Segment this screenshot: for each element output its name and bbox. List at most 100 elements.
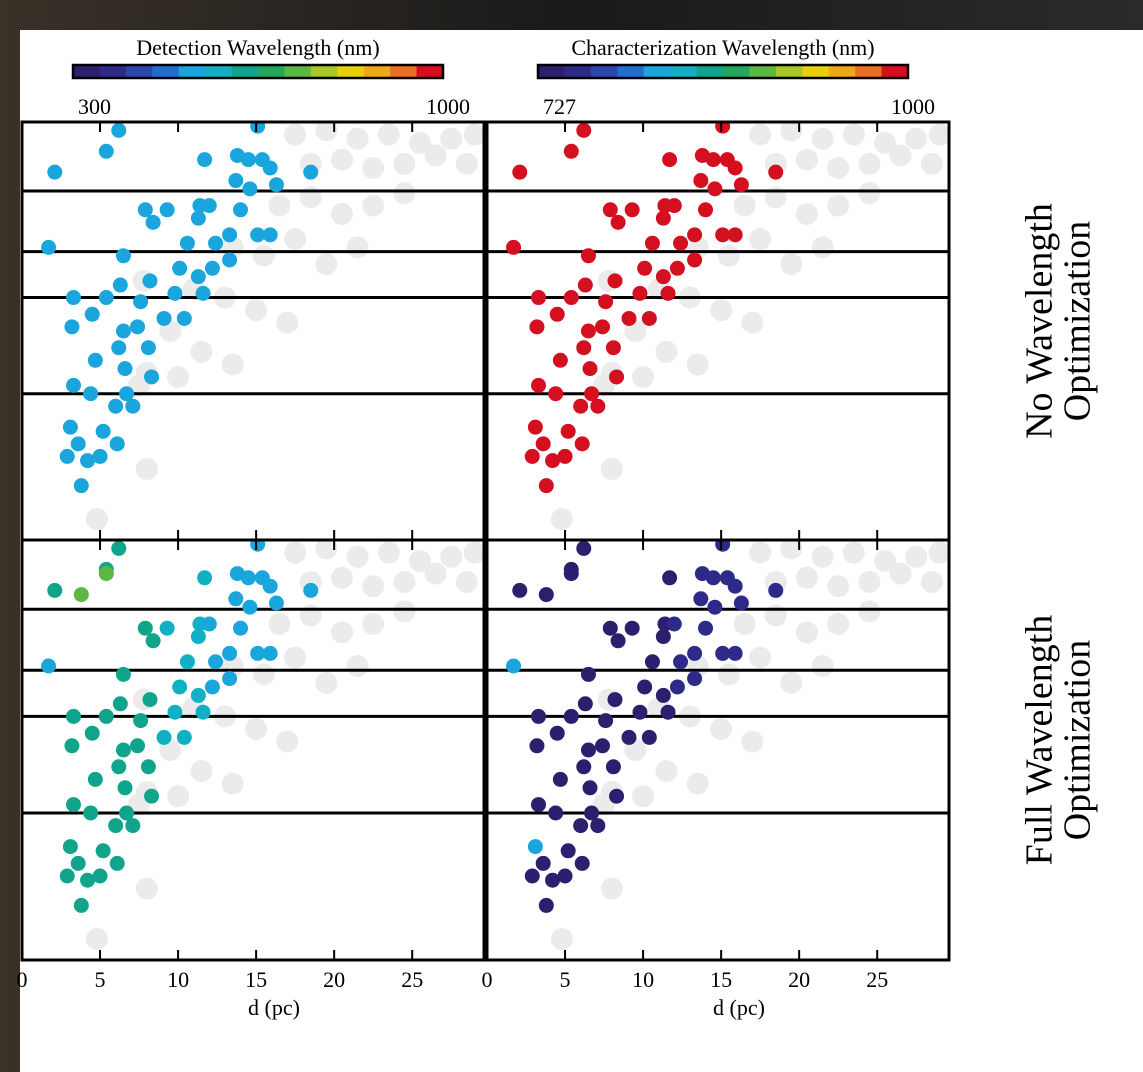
- background-point: [346, 236, 369, 259]
- data-point: [70, 436, 86, 452]
- background-point: [780, 671, 803, 694]
- data-point: [529, 319, 545, 335]
- data-point: [142, 692, 158, 708]
- data-point: [655, 629, 671, 645]
- plot-area: [22, 122, 484, 531]
- data-point: [715, 645, 731, 661]
- background-point: [749, 228, 772, 251]
- data-point: [73, 897, 89, 913]
- data-point: [195, 285, 211, 301]
- data-point: [115, 742, 131, 758]
- data-point: [109, 855, 125, 871]
- background-point: [858, 571, 881, 593]
- data-point: [112, 696, 128, 712]
- background-point: [393, 600, 416, 623]
- data-point: [584, 386, 600, 402]
- data-point: [64, 738, 80, 754]
- background-point: [795, 202, 818, 225]
- background-point: [167, 785, 190, 808]
- data-point: [662, 152, 678, 168]
- colorbar-tick-label: 1000: [891, 94, 935, 119]
- data-point: [222, 252, 238, 268]
- background-point: [362, 156, 385, 179]
- background-point: [346, 655, 369, 677]
- data-point: [240, 152, 256, 168]
- background-point: [455, 152, 478, 175]
- data-point: [197, 152, 213, 168]
- data-point: [66, 377, 82, 393]
- background-point: [795, 621, 818, 644]
- background-point: [245, 718, 268, 740]
- data-point: [598, 713, 614, 729]
- background-point: [190, 340, 213, 363]
- data-point: [145, 214, 161, 230]
- background-point: [284, 228, 307, 251]
- data-point: [707, 599, 723, 615]
- data-point: [250, 645, 266, 661]
- data-point: [669, 260, 685, 276]
- background-point: [330, 148, 353, 171]
- background-point: [268, 194, 291, 217]
- data-point: [250, 227, 266, 243]
- data-point: [538, 587, 554, 603]
- data-point: [208, 654, 224, 670]
- panel: 0 5 10 15 20 25 d (pc) Full WavelengthOptimizat…: [482, 538, 1099, 1020]
- background-point: [811, 236, 834, 259]
- data-point: [145, 633, 161, 649]
- data-point: [262, 645, 278, 661]
- data-point: [673, 235, 689, 251]
- data-point: [590, 398, 606, 414]
- data-point: [70, 855, 86, 871]
- data-point: [637, 679, 653, 695]
- background-point: [315, 671, 338, 694]
- data-point: [201, 198, 217, 214]
- data-point: [660, 704, 676, 720]
- background-point: [330, 566, 353, 589]
- data-point: [727, 227, 743, 243]
- data-point: [41, 239, 57, 255]
- data-point: [117, 361, 133, 377]
- data-point: [179, 235, 195, 251]
- data-point: [595, 738, 610, 754]
- data-point: [693, 591, 709, 607]
- panel-frame: [485, 538, 951, 962]
- background-point: [710, 299, 733, 322]
- background-point: [315, 540, 338, 560]
- data-point: [632, 704, 648, 720]
- data-point: [133, 713, 149, 729]
- data-point: [176, 310, 192, 326]
- data-point: [666, 616, 682, 632]
- data-point: [111, 759, 127, 775]
- data-point: [144, 788, 160, 804]
- panel: Detection Wavelength (nm) 300 1000: [20, 35, 486, 542]
- x-tick-label: 20: [788, 967, 810, 992]
- data-point: [557, 448, 573, 464]
- colorbar-segment: [590, 65, 618, 78]
- data-point: [204, 260, 220, 276]
- data-point: [531, 797, 547, 813]
- background-point: [780, 540, 803, 560]
- data-point: [574, 436, 590, 452]
- data-point: [228, 591, 244, 607]
- colorbar-segment: [178, 65, 206, 78]
- background-point: [424, 562, 447, 585]
- data-point: [303, 164, 319, 180]
- data-point: [673, 654, 689, 670]
- data-point: [59, 868, 75, 884]
- data-point: [172, 260, 188, 276]
- data-point: [59, 448, 75, 464]
- background-point: [455, 571, 478, 593]
- data-point: [240, 570, 256, 586]
- data-point: [621, 310, 637, 326]
- colorbar-segment: [125, 65, 153, 78]
- data-point: [92, 868, 108, 884]
- data-point: [705, 152, 721, 168]
- data-point: [172, 679, 188, 695]
- background-point: [780, 122, 803, 142]
- data-point: [577, 696, 593, 712]
- data-point: [268, 595, 284, 611]
- data-point: [610, 214, 626, 230]
- data-point: [41, 658, 57, 674]
- data-point: [693, 173, 709, 189]
